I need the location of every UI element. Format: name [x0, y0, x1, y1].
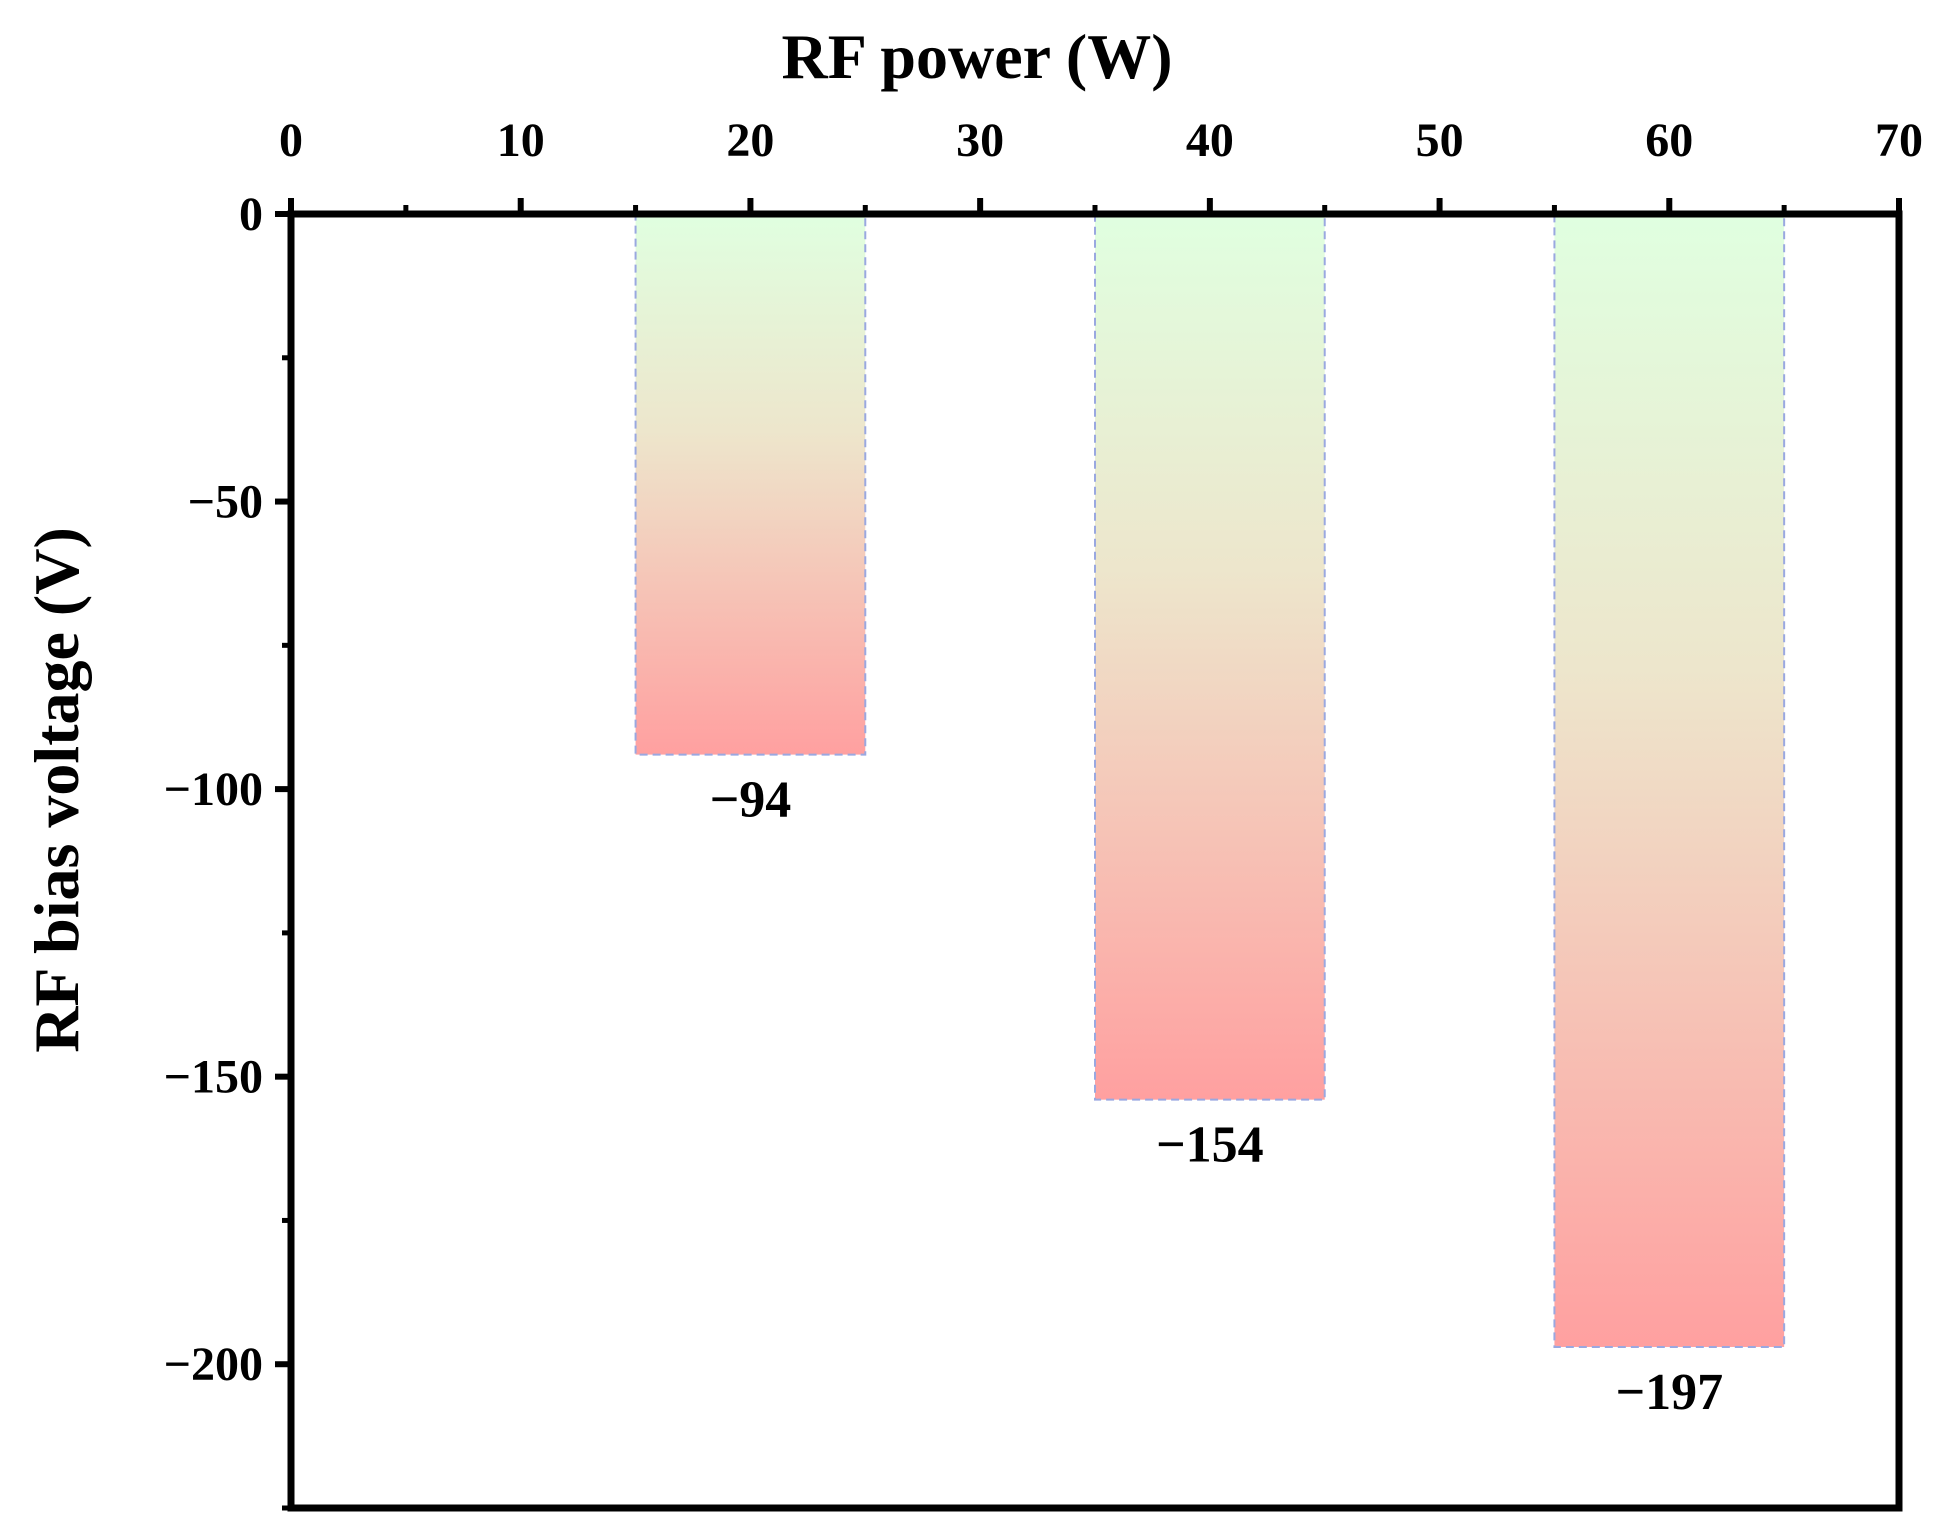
y-tick-label-0: 0	[239, 188, 263, 241]
x-axis-title: RF power (W)	[781, 21, 1172, 92]
x-tick-label-0: 0	[279, 114, 303, 167]
y-tick-label--150: −150	[164, 1051, 263, 1104]
bar-40	[1094, 213, 1326, 1101]
y-tick-label--100: −100	[164, 763, 263, 816]
x-tick-label-20: 20	[726, 114, 774, 167]
data-label-60: −197	[1615, 1364, 1723, 1421]
x-tick-label-40: 40	[1186, 114, 1234, 167]
x-tick-label-50: 50	[1416, 114, 1464, 167]
x-tick-label-70: 70	[1875, 114, 1923, 167]
y-tick-label--50: −50	[188, 476, 263, 529]
data-label-40: −154	[1156, 1117, 1264, 1174]
bar-20	[634, 213, 867, 756]
labels-layer: −94 −154 −197 0 10 20 30 40 50 60 70 0 −50 −100 −150 −2…	[164, 114, 1923, 1421]
data-label-20: −94	[710, 772, 792, 829]
x-tick-label-60: 60	[1645, 114, 1693, 167]
axes-layer	[275, 198, 1903, 1512]
bars-layer	[634, 213, 1786, 1348]
bar-60	[1553, 213, 1786, 1348]
y-tick-label--200: −200	[164, 1338, 263, 1391]
x-tick-label-30: 30	[956, 114, 1004, 167]
x-tick-label-10: 10	[497, 114, 545, 167]
y-axis-title: RF bias voltage (V)	[21, 527, 92, 1053]
